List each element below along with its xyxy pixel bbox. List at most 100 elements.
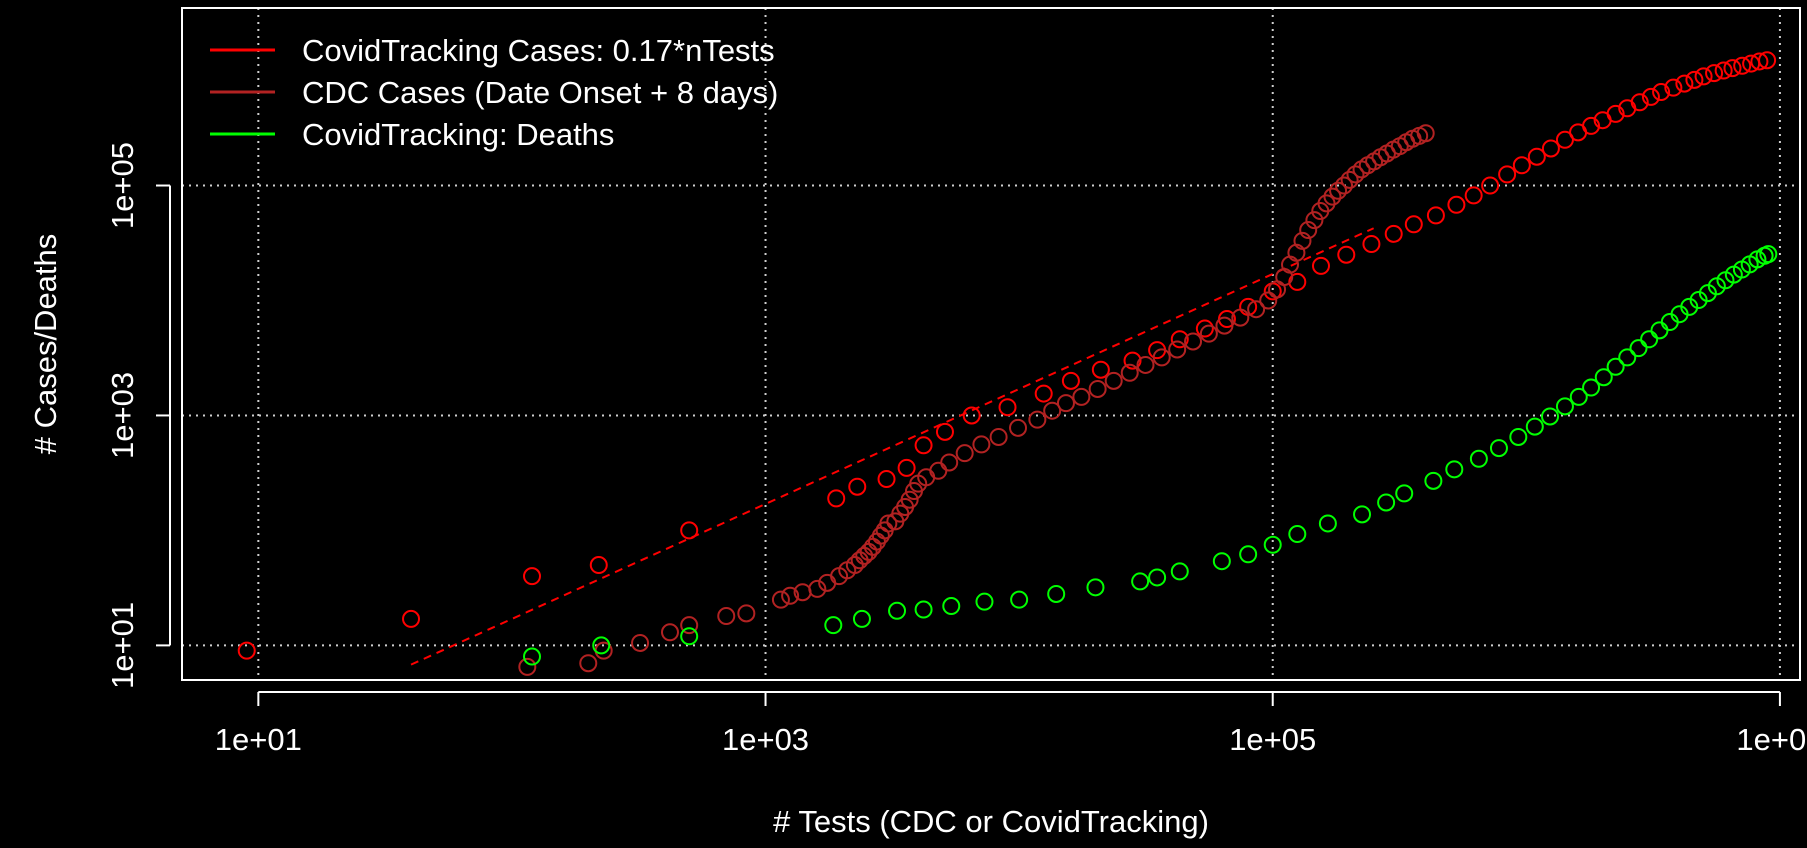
series-0-point-26 (1362, 234, 1381, 253)
series-0-point-5 (827, 489, 846, 508)
series-2-point-9 (1010, 590, 1029, 609)
series-1-point-27 (900, 490, 919, 509)
series-1-point-62 (1323, 187, 1342, 206)
series-0-point-14 (1061, 371, 1080, 390)
series-1-point-37 (1028, 410, 1047, 429)
series-2-point-36 (1629, 339, 1648, 358)
series-2-point-23 (1424, 471, 1443, 490)
series-1-point-38 (1043, 401, 1062, 420)
series-2-point-17 (1263, 535, 1282, 554)
series-1 (518, 124, 1435, 676)
series-2-point-30 (1555, 397, 1574, 416)
series-2-point-37 (1640, 330, 1659, 349)
series-0-point-28 (1404, 215, 1423, 234)
series-1-point-19 (863, 537, 882, 556)
series-1-point-35 (989, 427, 1008, 446)
series-0-point-10 (935, 422, 954, 441)
series-1-point-43 (1120, 363, 1139, 382)
data-points (237, 51, 1778, 676)
series-1-point-33 (955, 444, 974, 463)
series-2-point-0 (523, 647, 542, 666)
series-0-point-47 (1675, 74, 1694, 93)
series-2-point-2 (680, 627, 699, 646)
series-0-point-0 (237, 641, 256, 660)
series-2-point-38 (1650, 321, 1669, 340)
series-1-point-11 (808, 579, 827, 598)
series-0-point-9 (914, 436, 933, 455)
x-axis-label: # Tests (CDC or CovidTracking) (773, 804, 1209, 839)
series-0-point-4 (680, 521, 699, 540)
series-2-point-1 (592, 636, 611, 655)
series-1-point-4 (660, 623, 679, 642)
series-0-point-45 (1652, 83, 1671, 102)
x-tick-label-1: 1e+03 (722, 722, 809, 757)
series-2-point-18 (1288, 525, 1307, 544)
x-tick-label-0: 1e+01 (215, 722, 302, 757)
series-1-point-52 (1259, 291, 1278, 310)
series-1-point-66 (1346, 165, 1365, 184)
series-2-point-3 (824, 616, 843, 635)
series-2-point-7 (942, 597, 961, 616)
series-0-point-55 (1750, 52, 1769, 71)
series-1-point-59 (1305, 211, 1324, 230)
series-2-point-19 (1318, 514, 1337, 533)
x-tick-label-3: 1e+07 (1736, 722, 1807, 757)
series-0-point-39 (1582, 116, 1601, 135)
series-0-point-43 (1630, 93, 1649, 112)
series-2-point-32 (1582, 378, 1601, 397)
series-2-point-10 (1047, 584, 1066, 603)
legend-label-0: CovidTracking Cases: 0.17*nTests (302, 33, 775, 68)
series-2-point-8 (975, 592, 994, 611)
series-2-point-34 (1606, 357, 1625, 376)
series-1-point-48 (1199, 324, 1218, 343)
series-0-point-41 (1606, 104, 1625, 123)
series-1-point-77 (1416, 124, 1435, 143)
series-1-point-17 (855, 546, 874, 565)
axes: 1e+01 1e+03 1e+05 1e+07 1e+01 1e+03 1e+05 (105, 142, 1807, 757)
series-2-point-22 (1395, 484, 1414, 503)
y-axis-label: # Cases/Deaths (28, 234, 63, 455)
series-0-point-49 (1694, 67, 1713, 86)
series-2-point-4 (852, 609, 871, 628)
series-2-point-16 (1239, 545, 1258, 564)
series-2-point-15 (1212, 552, 1231, 571)
series-0-point-6 (848, 477, 867, 496)
fit-line-layer (410, 227, 1375, 666)
legend: CovidTracking Cases: 0.17*nTests CDC Case… (210, 33, 778, 152)
series-0-point-36 (1541, 139, 1560, 158)
series-2 (523, 245, 1778, 666)
series-1-point-61 (1317, 194, 1336, 213)
series-2-point-12 (1131, 572, 1150, 591)
series-1-point-47 (1184, 332, 1203, 351)
y-tick-label-2: 1e+05 (105, 142, 140, 229)
series-0 (237, 51, 1777, 660)
y-tick-label-1: 1e+03 (105, 372, 140, 459)
series-1-point-42 (1104, 371, 1123, 390)
x-tick-label-2: 1e+05 (1229, 722, 1316, 757)
series-2-point-5 (888, 601, 907, 620)
series-1-point-9 (781, 586, 800, 605)
series-0-point-48 (1685, 70, 1704, 89)
series-1-point-57 (1293, 231, 1312, 250)
series-0-point-7 (877, 470, 896, 489)
series-2-point-6 (914, 600, 933, 619)
series-2-point-33 (1594, 368, 1613, 387)
series-1-point-36 (1009, 418, 1028, 437)
series-1-point-32 (940, 453, 959, 472)
grid (182, 8, 1800, 680)
series-2-point-13 (1148, 568, 1167, 587)
series-2-point-43 (1698, 284, 1717, 303)
series-2-point-29 (1541, 407, 1560, 426)
series-1-point-49 (1215, 316, 1234, 335)
series-2-point-20 (1353, 505, 1372, 524)
series-1-point-58 (1299, 221, 1318, 240)
series-0-point-44 (1641, 87, 1660, 106)
series-1-point-23 (879, 514, 898, 533)
series-0-point-51 (1714, 61, 1733, 80)
series-1-point-5 (680, 616, 699, 635)
series-1-point-40 (1072, 387, 1091, 406)
series-0-point-56 (1758, 51, 1777, 70)
series-0-point-15 (1091, 360, 1110, 379)
